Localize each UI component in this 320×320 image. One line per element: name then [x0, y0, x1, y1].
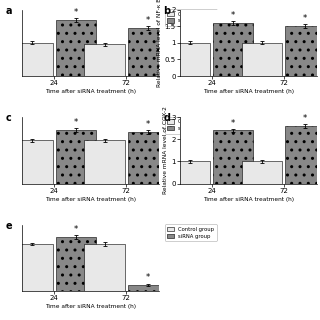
- Text: *: *: [303, 114, 308, 124]
- Bar: [56, 20, 96, 76]
- Text: *: *: [74, 225, 78, 234]
- X-axis label: Time after siRNA treatment (h): Time after siRNA treatment (h): [45, 89, 136, 94]
- Bar: [128, 28, 168, 76]
- Bar: [128, 285, 168, 291]
- Bar: [128, 132, 168, 184]
- Text: *: *: [146, 16, 150, 25]
- Text: *: *: [231, 11, 235, 20]
- Text: e: e: [6, 221, 12, 231]
- Bar: [242, 43, 282, 76]
- Text: d: d: [164, 113, 171, 123]
- X-axis label: Time after siRNA treatment (h): Time after siRNA treatment (h): [45, 196, 136, 202]
- Bar: [12, 244, 53, 291]
- Text: *: *: [231, 119, 235, 128]
- Text: *: *: [74, 118, 78, 127]
- Bar: [12, 43, 53, 76]
- Bar: [242, 162, 282, 184]
- Bar: [56, 237, 96, 291]
- Legend: Control group, siRNA group: Control group, siRNA group: [165, 9, 217, 26]
- Text: a: a: [6, 6, 12, 16]
- Text: *: *: [146, 120, 150, 129]
- Text: *: *: [303, 14, 308, 23]
- X-axis label: Time after siRNA treatment (h): Time after siRNA treatment (h): [203, 89, 294, 94]
- Bar: [84, 244, 125, 291]
- Bar: [56, 130, 96, 184]
- Text: *: *: [146, 274, 150, 283]
- Bar: [12, 140, 53, 184]
- Bar: [170, 162, 210, 184]
- Legend: Control group, siRNA group: Control group, siRNA group: [165, 224, 217, 241]
- Bar: [213, 23, 253, 76]
- Bar: [285, 26, 320, 76]
- Legend: Control group, siRNA group: Control group, siRNA group: [165, 116, 217, 134]
- X-axis label: Time after siRNA treatment (h): Time after siRNA treatment (h): [203, 196, 294, 202]
- Bar: [84, 44, 125, 76]
- Bar: [84, 140, 125, 184]
- X-axis label: Time after siRNA treatment (h): Time after siRNA treatment (h): [45, 304, 136, 309]
- Y-axis label: Relative mRNA level of COX-2: Relative mRNA level of COX-2: [164, 107, 168, 194]
- Text: b: b: [164, 6, 171, 16]
- Bar: [213, 131, 253, 184]
- Y-axis label: Relative mRNA level of NF-κ B: Relative mRNA level of NF-κ B: [157, 0, 162, 87]
- Bar: [285, 126, 320, 184]
- Text: c: c: [6, 113, 12, 123]
- Bar: [170, 43, 210, 76]
- Text: *: *: [74, 8, 78, 17]
